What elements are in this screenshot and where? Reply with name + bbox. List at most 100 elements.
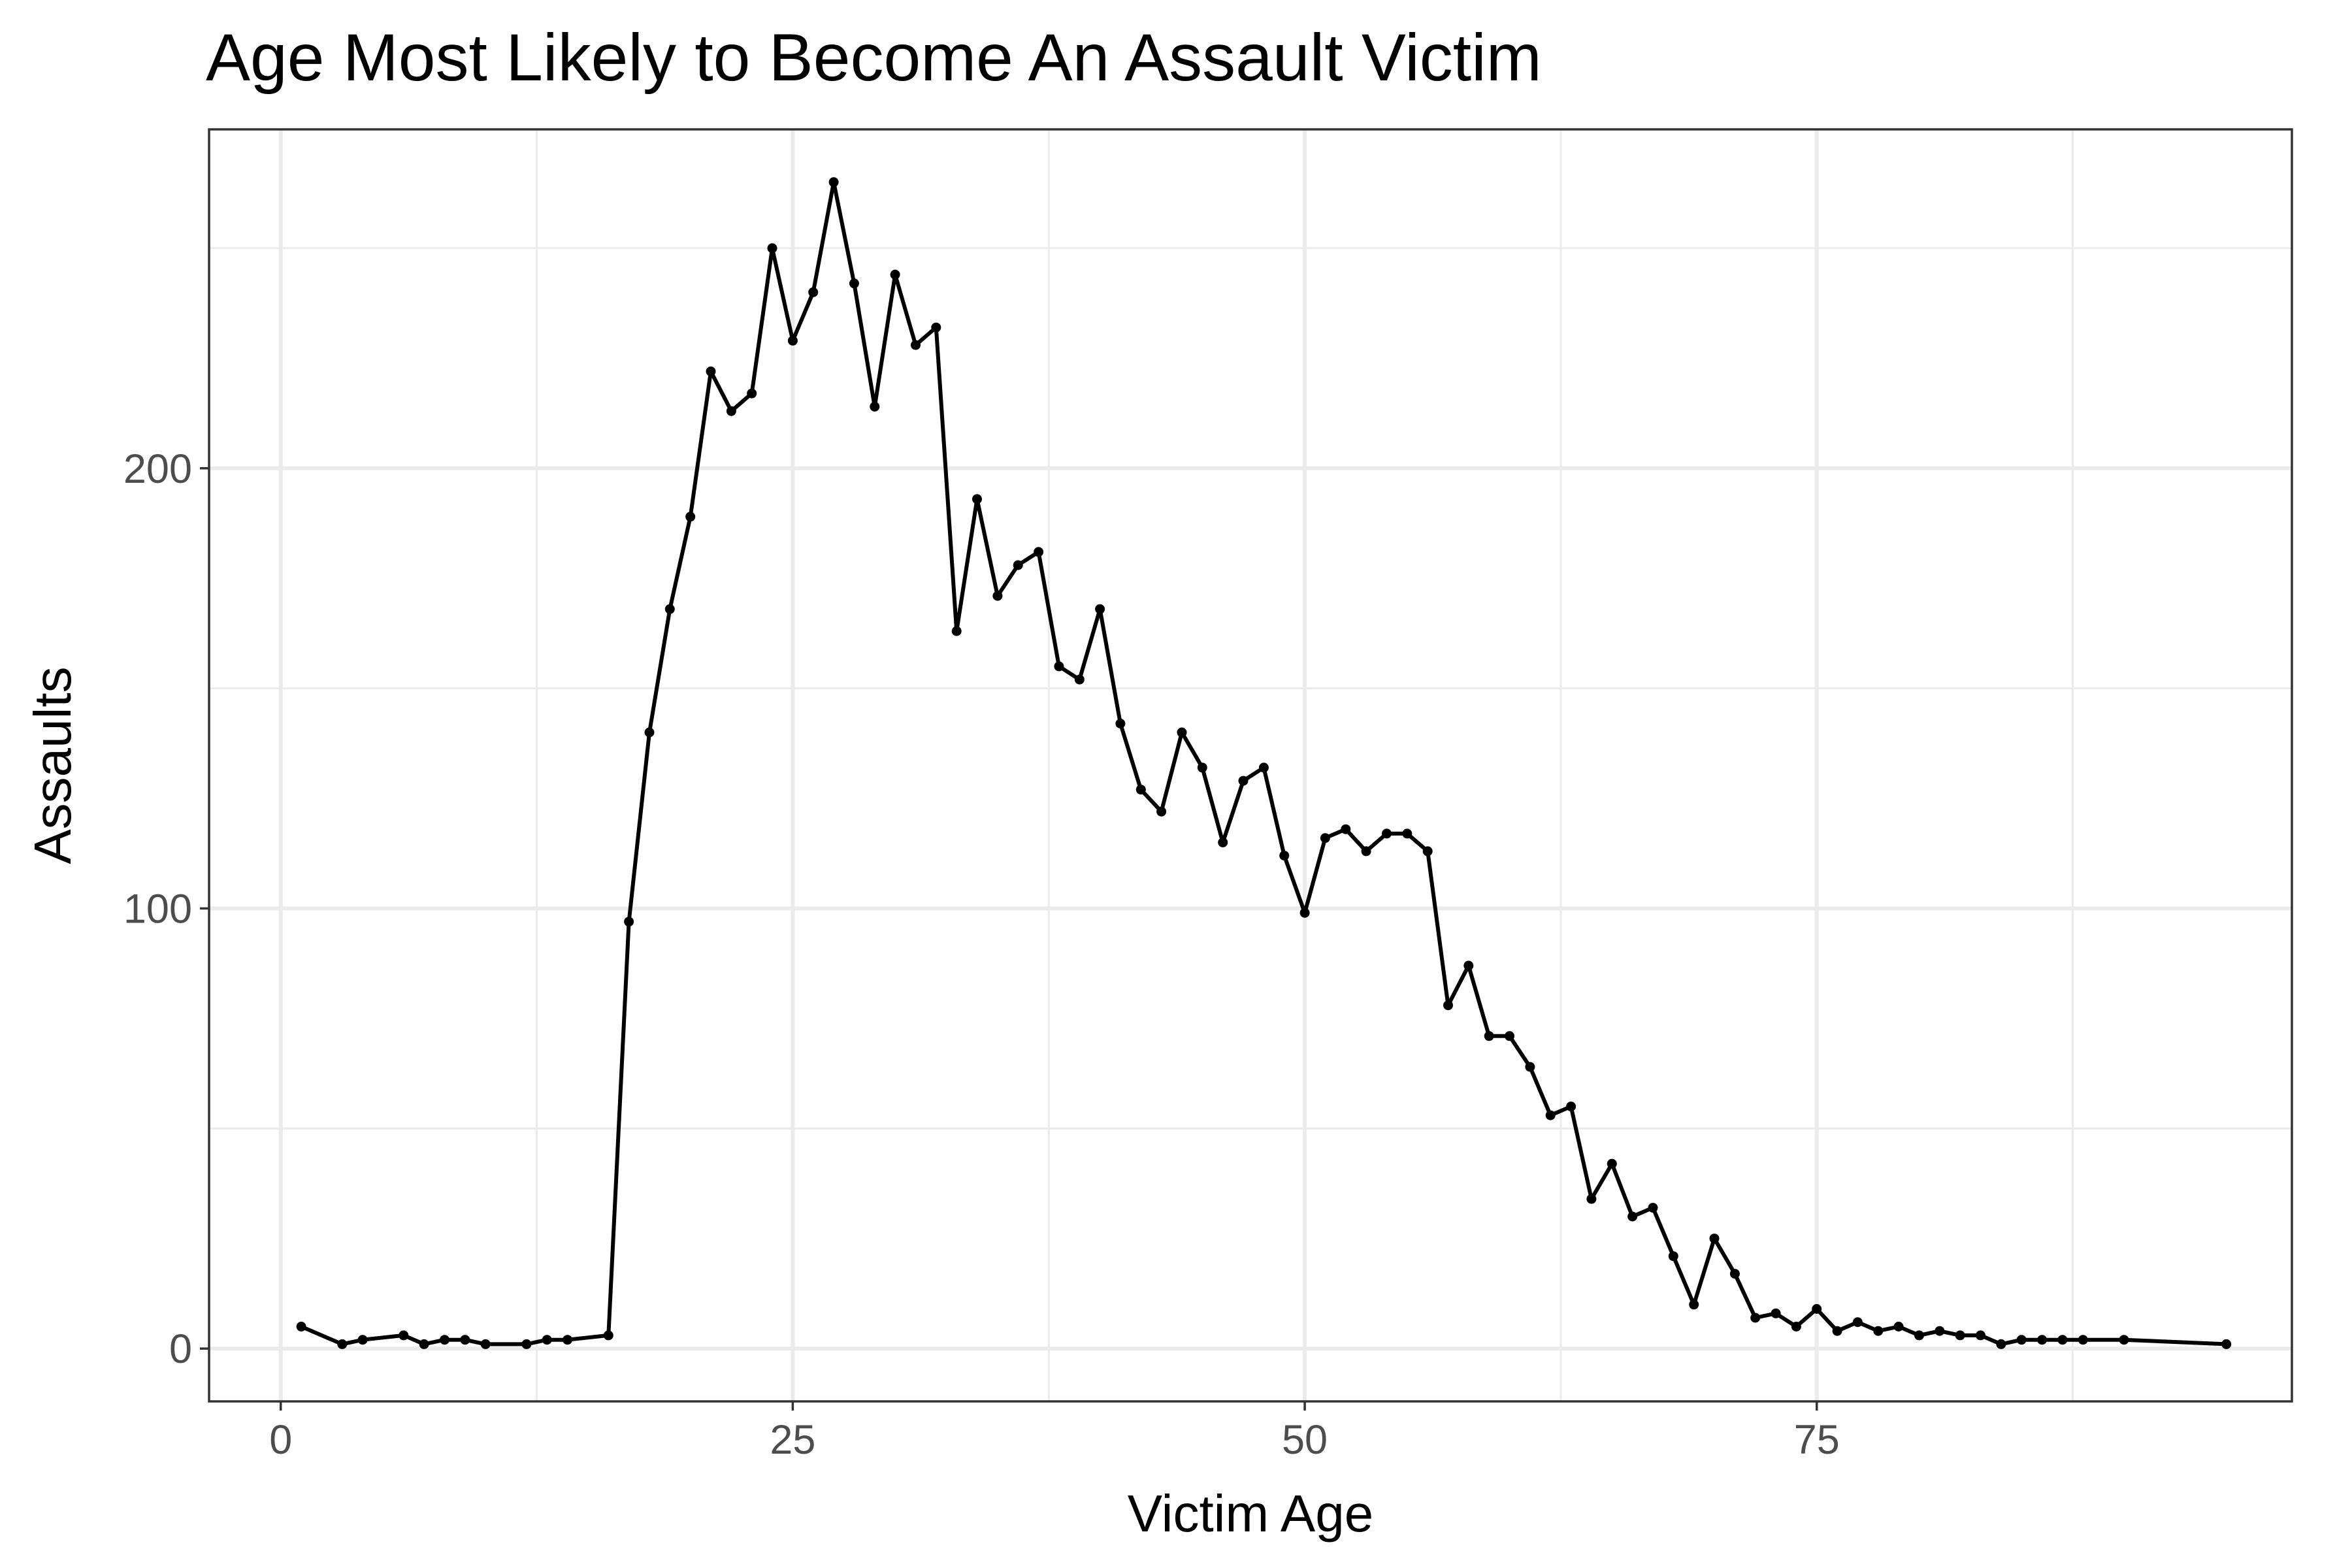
data-point xyxy=(1320,833,1330,843)
data-point xyxy=(419,1339,429,1349)
data-point xyxy=(706,367,716,376)
data-point xyxy=(2057,1335,2068,1345)
data-point xyxy=(1238,776,1249,786)
data-point xyxy=(1935,1326,1945,1336)
data-point xyxy=(972,494,982,504)
grid xyxy=(209,129,2292,1401)
data-point xyxy=(1586,1194,1597,1204)
data-point xyxy=(1054,661,1064,672)
data-point xyxy=(1668,1251,1678,1262)
data-point xyxy=(1729,1269,1740,1279)
data-point xyxy=(951,626,962,636)
y-tick-label: 100 xyxy=(123,886,192,932)
data-point xyxy=(1709,1233,1720,1244)
data-point xyxy=(1279,851,1290,861)
data-point xyxy=(1812,1304,1822,1314)
data-point xyxy=(1135,785,1146,795)
data-point xyxy=(726,406,736,416)
data-point xyxy=(296,1322,306,1331)
data-point xyxy=(1955,1330,1965,1341)
data-point xyxy=(1484,1031,1494,1041)
data-point xyxy=(1648,1203,1658,1213)
data-point xyxy=(460,1335,470,1345)
data-point xyxy=(1545,1110,1556,1120)
data-point xyxy=(1996,1339,2006,1349)
data-point xyxy=(603,1330,613,1341)
data-point xyxy=(1095,604,1105,614)
x-tick-label: 25 xyxy=(770,1417,815,1463)
data-point xyxy=(1750,1313,1761,1323)
data-point xyxy=(1791,1322,1801,1331)
data-point xyxy=(337,1339,348,1349)
x-tick-label: 75 xyxy=(1794,1417,1840,1463)
y-tick-label: 0 xyxy=(169,1326,192,1372)
data-point xyxy=(1443,1000,1453,1011)
data-point xyxy=(1341,824,1351,834)
data-point xyxy=(480,1339,491,1349)
data-series xyxy=(296,177,2232,1349)
data-point xyxy=(808,287,819,297)
y-tick-label: 200 xyxy=(123,446,192,492)
data-point xyxy=(1115,719,1126,728)
data-point xyxy=(787,335,798,346)
data-point xyxy=(1382,828,1392,839)
data-point xyxy=(1771,1308,1781,1318)
data-point xyxy=(890,269,900,280)
data-point xyxy=(2037,1335,2048,1345)
x-tick-label: 50 xyxy=(1282,1417,1328,1463)
data-point xyxy=(2221,1339,2232,1349)
data-point xyxy=(931,322,941,333)
data-point xyxy=(1873,1326,1884,1336)
data-point xyxy=(1258,762,1269,773)
data-point xyxy=(1156,806,1167,817)
data-point xyxy=(1852,1317,1863,1328)
data-point xyxy=(1627,1211,1638,1222)
data-point xyxy=(1074,674,1085,685)
data-point xyxy=(1525,1062,1535,1072)
data-point xyxy=(849,278,859,289)
data-point xyxy=(624,917,634,927)
data-point xyxy=(767,243,777,253)
data-point xyxy=(911,340,921,350)
data-point xyxy=(1034,547,1044,557)
data-point xyxy=(1299,907,1310,918)
data-point xyxy=(1607,1158,1617,1169)
data-point xyxy=(870,401,880,412)
data-point xyxy=(1832,1326,1842,1336)
data-point xyxy=(1218,837,1228,847)
data-point xyxy=(992,591,1003,601)
data-point xyxy=(1914,1330,1924,1341)
data-point xyxy=(1197,762,1207,773)
series-line xyxy=(300,180,2227,1347)
data-point xyxy=(1566,1102,1576,1112)
data-point xyxy=(747,388,757,399)
data-point xyxy=(1422,846,1433,857)
data-point xyxy=(2016,1335,2027,1345)
data-point xyxy=(1689,1299,1699,1310)
data-point xyxy=(542,1335,552,1345)
data-point xyxy=(1402,828,1413,839)
data-point xyxy=(399,1330,409,1341)
data-point xyxy=(1505,1031,1514,1041)
data-point xyxy=(2119,1335,2129,1345)
data-point xyxy=(1177,727,1187,738)
data-point xyxy=(521,1339,532,1349)
data-point xyxy=(664,604,675,614)
y-axis-title: Assaults xyxy=(24,666,82,864)
chart-title: Age Most Likely to Become An Assault Vic… xyxy=(206,20,1542,95)
data-point xyxy=(2078,1335,2088,1345)
data-point xyxy=(1013,560,1023,570)
data-point xyxy=(685,512,696,522)
data-point xyxy=(440,1335,449,1345)
axes: 0 25 50 75 0 100 200 xyxy=(123,446,1840,1463)
data-point xyxy=(563,1335,573,1345)
data-point xyxy=(1463,960,1474,971)
data-point xyxy=(828,177,839,188)
data-point xyxy=(1361,846,1371,857)
data-point xyxy=(1893,1322,1904,1331)
data-point xyxy=(1976,1330,1985,1341)
panel-border xyxy=(208,128,2293,1403)
data-point xyxy=(357,1335,368,1345)
x-tick-label: 0 xyxy=(269,1417,292,1463)
